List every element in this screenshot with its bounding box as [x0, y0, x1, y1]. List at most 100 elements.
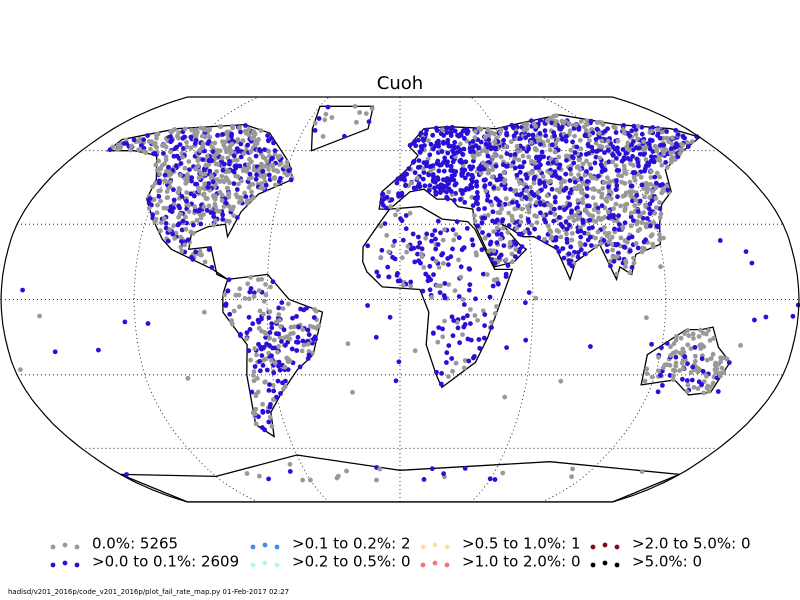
station-dot — [180, 135, 186, 141]
station-dot — [631, 218, 636, 224]
station-dot — [157, 171, 163, 177]
station-dot — [657, 183, 663, 188]
station-dot — [563, 153, 569, 159]
station-dot — [308, 477, 313, 483]
station-dot — [503, 257, 509, 263]
station-dot — [543, 133, 549, 139]
station-dot — [580, 200, 586, 206]
station-dot — [673, 127, 679, 133]
station-dot — [710, 351, 716, 357]
station-dot — [678, 335, 684, 341]
station-dot — [547, 147, 553, 153]
station-dot — [523, 337, 529, 343]
station-dot — [485, 193, 491, 199]
station-dot — [482, 323, 487, 328]
station-dot — [429, 238, 434, 244]
station-dot — [354, 119, 359, 125]
station-dot — [254, 352, 259, 358]
station-dot — [421, 166, 426, 172]
station-dot — [583, 132, 588, 138]
station-dot — [246, 126, 252, 132]
station-dot — [487, 294, 493, 300]
station-dot — [582, 124, 587, 130]
station-dot — [450, 168, 456, 174]
station-dot — [451, 237, 457, 243]
station-dot — [599, 191, 605, 197]
station-dot — [700, 368, 706, 374]
station-dot — [250, 181, 256, 187]
station-dot — [626, 147, 632, 153]
station-dot — [602, 150, 607, 156]
station-dot — [446, 374, 451, 379]
station-dot — [685, 382, 691, 388]
station-dot — [496, 255, 502, 260]
station-dot — [161, 216, 167, 222]
station-dot — [513, 242, 519, 247]
station-dot — [183, 226, 189, 232]
station-dot — [196, 175, 202, 181]
station-dot — [549, 186, 555, 192]
station-dot — [499, 206, 504, 212]
station-dot — [384, 194, 390, 200]
station-dot — [244, 330, 250, 336]
station-dot — [599, 169, 605, 174]
station-dot — [286, 301, 291, 307]
station-dot — [445, 256, 451, 261]
station-dot — [207, 127, 213, 133]
station-dot — [230, 207, 235, 212]
station-dot — [204, 208, 210, 213]
station-dot — [494, 231, 500, 237]
station-dot — [719, 365, 725, 371]
station-dot — [201, 204, 207, 210]
station-dot — [158, 228, 163, 234]
station-dot — [526, 290, 532, 295]
station-dot — [480, 215, 485, 221]
station-dot — [680, 366, 686, 371]
station-dot — [229, 123, 235, 129]
station-dot — [691, 336, 696, 341]
station-dot — [403, 213, 409, 218]
station-dot — [646, 141, 652, 147]
station-dot — [521, 159, 527, 165]
station-dot — [242, 166, 247, 172]
station-dot — [384, 233, 390, 238]
station-dot — [650, 188, 655, 194]
station-dot — [412, 348, 418, 354]
station-dot — [476, 206, 481, 212]
legend: 0.0%: 5265>0.0 to 0.1%: 2609 >0.1 to 0.2%… — [50, 535, 751, 571]
station-dot — [439, 371, 444, 376]
station-dot — [470, 148, 476, 154]
meridian — [470, 96, 534, 503]
station-dot — [192, 204, 198, 210]
station-dot — [438, 283, 443, 289]
station-dot — [466, 287, 472, 293]
station-dot — [422, 183, 428, 189]
station-dot — [724, 356, 730, 362]
station-dot — [220, 212, 226, 218]
station-dot — [601, 180, 607, 185]
station-dot — [545, 160, 551, 166]
station-dot — [259, 181, 264, 186]
station-dot — [701, 390, 707, 396]
station-dot — [442, 295, 448, 301]
station-dot — [575, 254, 581, 260]
station-dot — [577, 167, 583, 172]
station-dot — [664, 165, 670, 170]
station-dot — [628, 210, 634, 216]
station-dot — [158, 166, 164, 172]
station-dot — [228, 148, 234, 154]
station-dot — [276, 305, 282, 311]
station-dot — [568, 166, 573, 172]
station-dot — [677, 368, 682, 373]
station-dot — [155, 131, 161, 137]
station-dot — [580, 220, 586, 226]
station-dot — [433, 189, 439, 195]
station-dot — [226, 194, 232, 200]
station-dot — [488, 239, 494, 245]
station-dot — [657, 237, 662, 243]
station-dot — [271, 337, 277, 343]
station-dot — [685, 144, 691, 149]
station-dot — [468, 166, 474, 172]
station-dot — [456, 294, 462, 299]
station-dot — [482, 184, 487, 190]
